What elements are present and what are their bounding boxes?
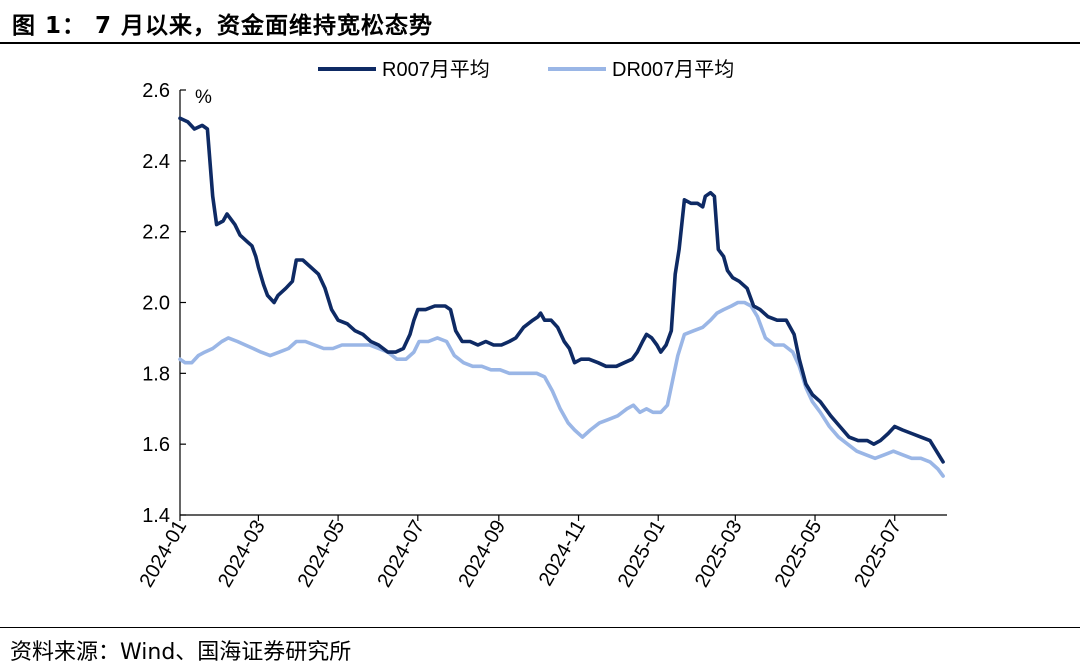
x-tick-label: 2024-07: [373, 517, 429, 592]
series-line-r007: [178, 116, 945, 464]
x-tick-label: 2024-03: [214, 517, 270, 592]
source-note: 资料来源：Wind、国海证券研究所: [10, 640, 352, 665]
x-tick-label: 2024-01: [136, 517, 192, 592]
y-tick-label: 2.4: [142, 151, 170, 173]
legend-label-r007: R007月平均: [382, 58, 490, 81]
series-line-dr007: [178, 300, 945, 478]
y-tick-label: 1.4: [142, 505, 170, 527]
legend: R007月平均 DR007月平均: [318, 58, 734, 81]
chart-series: [178, 116, 945, 478]
y-tick-label: 2.6: [142, 80, 170, 102]
x-tick-label: 2025-07: [850, 517, 906, 592]
x-tick-label: 2024-09: [454, 517, 510, 592]
y-unit-label: %: [195, 87, 212, 108]
y-tick-label: 2.0: [142, 293, 170, 315]
top-rule: [0, 42, 1080, 44]
x-tick-label: 2025-01: [614, 517, 670, 592]
y-tick-label: 1.6: [142, 434, 170, 456]
y-tick-label: 1.8: [142, 363, 170, 385]
chart-axes: 1.4 1.6 1.8 2.0 2.2 2.4 2.6 % 2024-01 2024-03 2024…: [136, 80, 947, 591]
bottom-rule: [0, 627, 1080, 628]
x-tick-label: 2024-05: [294, 517, 350, 592]
y-tick-label: 2.2: [142, 222, 170, 244]
figure-title: 图 1： 7 月以来，资金面维持宽松态势: [12, 13, 434, 39]
x-tick-label: 2025-05: [771, 517, 827, 592]
legend-label-dr007: DR007月平均: [612, 58, 734, 81]
x-tick-label: 2025-03: [691, 517, 747, 592]
x-tick-label: 2024-11: [535, 517, 590, 590]
